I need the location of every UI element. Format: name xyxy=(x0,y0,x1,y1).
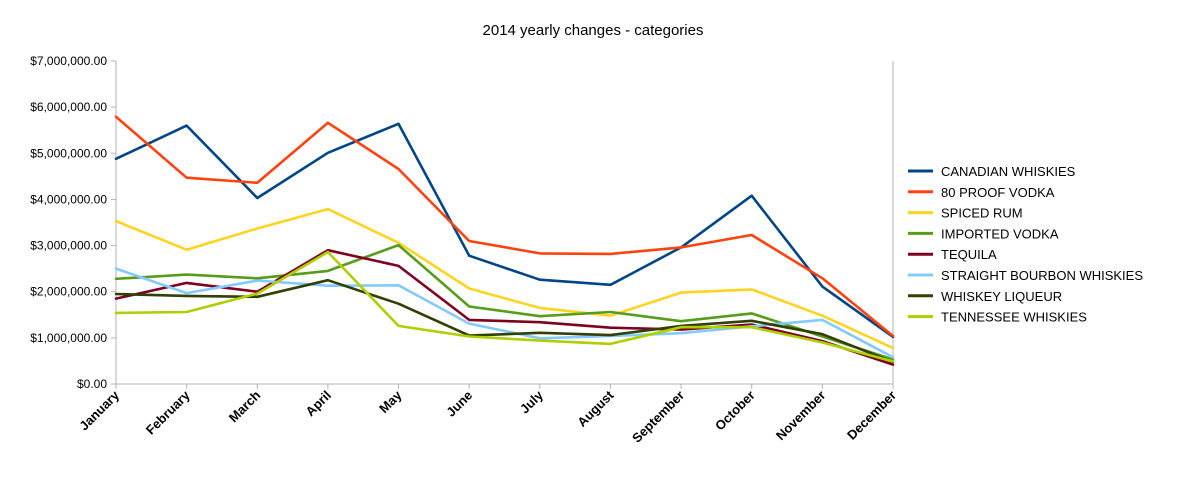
x-tick-label: March xyxy=(226,387,264,425)
legend-label: CANADIAN WHISKIES xyxy=(941,164,1076,179)
x-tick-label: December xyxy=(844,388,899,443)
y-tick-label: $3,000,000.00 xyxy=(30,239,107,253)
x-tick-label: September xyxy=(629,388,687,446)
x-tick-label: June xyxy=(443,388,475,420)
series-line xyxy=(114,122,895,339)
y-tick-label: $6,000,000.00 xyxy=(30,100,107,114)
x-tick-label: August xyxy=(574,387,617,430)
series-line xyxy=(114,207,895,350)
series-line xyxy=(114,243,895,361)
y-tick-label: $2,000,000.00 xyxy=(30,285,107,299)
x-tick-label: May xyxy=(376,387,405,416)
y-tick-label: $4,000,000.00 xyxy=(30,192,107,206)
series-line xyxy=(114,115,895,338)
x-tick-label: July xyxy=(517,387,547,417)
x-tick-label: January xyxy=(76,387,122,433)
y-tick-label: $7,000,000.00 xyxy=(30,54,107,68)
legend-label: TEQUILA xyxy=(941,247,997,262)
legend-label: 80 PROOF VODKA xyxy=(941,185,1055,200)
x-tick-label: October xyxy=(712,388,758,434)
series-line xyxy=(114,267,895,359)
y-tick-label: $5,000,000.00 xyxy=(30,146,107,160)
y-axis-ticks: $0.00 $1,000,000.00 $2,000,000.00 $3,000,00… xyxy=(30,54,116,391)
legend-label: STRAIGHT BOURBON WHISKIES xyxy=(941,268,1143,283)
series-lines xyxy=(114,115,895,366)
x-tick-label: February xyxy=(143,387,193,437)
legend: CANADIAN WHISKIES 80 PROOF VODKA SPICED RU… xyxy=(908,164,1143,325)
series-line xyxy=(114,248,895,366)
y-tick-label: $1,000,000.00 xyxy=(30,331,107,345)
chart-title: 2014 yearly changes - categories xyxy=(483,22,704,39)
legend-label: WHISKEY LIQUEUR xyxy=(941,289,1062,304)
x-axis-ticks: January February March April May June July Augu… xyxy=(76,384,899,446)
legend-label: TENNESSEE WHISKIES xyxy=(941,310,1087,325)
legend-label: IMPORTED VODKA xyxy=(941,226,1059,241)
x-tick-label: November xyxy=(773,388,829,444)
legend-label: SPICED RUM xyxy=(941,206,1023,221)
series-line xyxy=(114,250,895,363)
axes xyxy=(115,61,894,385)
y-tick-label: $0.00 xyxy=(77,377,107,391)
x-tick-label: April xyxy=(302,388,334,420)
